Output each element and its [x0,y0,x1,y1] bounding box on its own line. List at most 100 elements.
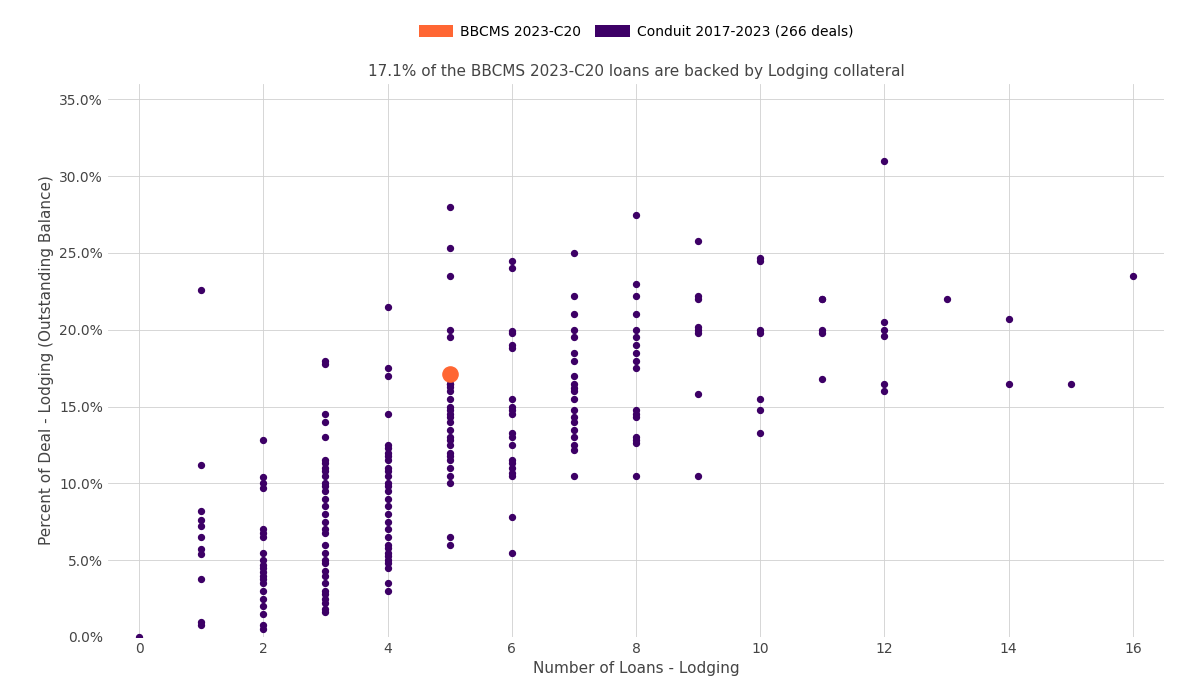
Conduit 2017-2023 (266 deals) [253,524,272,535]
Conduit 2017-2023 (266 deals) [564,424,583,435]
Conduit 2017-2023 (266 deals) [502,393,521,405]
Conduit 2017-2023 (266 deals) [378,539,397,550]
Conduit 2017-2023 (266 deals) [378,508,397,519]
Conduit 2017-2023 (266 deals) [316,355,335,366]
Conduit 2017-2023 (266 deals) [130,631,149,643]
Conduit 2017-2023 (266 deals) [378,478,397,489]
Conduit 2017-2023 (266 deals) [440,531,460,542]
Conduit 2017-2023 (266 deals) [689,321,708,332]
Conduit 2017-2023 (266 deals) [689,235,708,246]
Conduit 2017-2023 (266 deals) [626,363,646,374]
Conduit 2017-2023 (266 deals) [378,493,397,504]
Conduit 2017-2023 (266 deals) [378,409,397,420]
Conduit 2017-2023 (266 deals) [378,463,397,474]
Conduit 2017-2023 (266 deals) [253,554,272,566]
Conduit 2017-2023 (266 deals) [253,435,272,446]
Conduit 2017-2023 (266 deals) [564,393,583,405]
Conduit 2017-2023 (266 deals) [626,332,646,343]
Conduit 2017-2023 (266 deals) [378,550,397,561]
Conduit 2017-2023 (266 deals) [751,324,770,335]
Conduit 2017-2023 (266 deals) [192,284,211,295]
Conduit 2017-2023 (266 deals) [564,247,583,258]
Conduit 2017-2023 (266 deals) [316,593,335,604]
Conduit 2017-2023 (266 deals) [626,209,646,220]
Conduit 2017-2023 (266 deals) [316,527,335,538]
Conduit 2017-2023 (266 deals) [626,438,646,449]
Conduit 2017-2023 (266 deals) [440,381,460,392]
Conduit 2017-2023 (266 deals) [440,378,460,389]
Conduit 2017-2023 (266 deals) [564,347,583,358]
Conduit 2017-2023 (266 deals) [253,624,272,635]
Conduit 2017-2023 (266 deals) [502,455,521,466]
Conduit 2017-2023 (266 deals) [378,440,397,451]
Conduit 2017-2023 (266 deals) [875,386,894,397]
Conduit 2017-2023 (266 deals) [502,327,521,338]
Conduit 2017-2023 (266 deals) [564,432,583,443]
Conduit 2017-2023 (266 deals) [316,500,335,512]
Conduit 2017-2023 (266 deals) [812,373,832,384]
Conduit 2017-2023 (266 deals) [502,427,521,438]
Conduit 2017-2023 (266 deals) [192,531,211,542]
Conduit 2017-2023 (266 deals) [316,432,335,443]
Conduit 2017-2023 (266 deals) [502,512,521,523]
Conduit 2017-2023 (266 deals) [440,478,460,489]
Conduit 2017-2023 (266 deals) [253,482,272,493]
Conduit 2017-2023 (266 deals) [253,472,272,483]
Conduit 2017-2023 (266 deals) [751,393,770,405]
Conduit 2017-2023 (266 deals) [440,416,460,428]
Conduit 2017-2023 (266 deals) [564,404,583,415]
Conduit 2017-2023 (266 deals) [564,309,583,320]
Conduit 2017-2023 (266 deals) [875,330,894,342]
Conduit 2017-2023 (266 deals) [253,573,272,584]
Legend: BBCMS 2023-C20, Conduit 2017-2023 (266 deals): BBCMS 2023-C20, Conduit 2017-2023 (266 d… [413,19,859,44]
Conduit 2017-2023 (266 deals) [502,326,521,337]
Conduit 2017-2023 (266 deals) [378,578,397,589]
Conduit 2017-2023 (266 deals) [316,607,335,618]
Conduit 2017-2023 (266 deals) [626,409,646,420]
BBCMS 2023-C20 [440,369,460,380]
Conduit 2017-2023 (266 deals) [316,566,335,577]
Y-axis label: Percent of Deal - Lodging (Outstanding Balance): Percent of Deal - Lodging (Outstanding B… [38,176,54,545]
Conduit 2017-2023 (266 deals) [253,619,272,630]
Conduit 2017-2023 (266 deals) [626,412,646,423]
Conduit 2017-2023 (266 deals) [1000,378,1019,389]
Conduit 2017-2023 (266 deals) [502,458,521,469]
Conduit 2017-2023 (266 deals) [253,562,272,573]
Conduit 2017-2023 (266 deals) [937,293,956,304]
Conduit 2017-2023 (266 deals) [1061,378,1080,389]
Conduit 2017-2023 (266 deals) [316,508,335,519]
Conduit 2017-2023 (266 deals) [1123,270,1142,281]
Conduit 2017-2023 (266 deals) [378,301,397,312]
Conduit 2017-2023 (266 deals) [316,455,335,466]
Conduit 2017-2023 (266 deals) [564,355,583,366]
Conduit 2017-2023 (266 deals) [502,467,521,478]
Conduit 2017-2023 (266 deals) [751,252,770,263]
Conduit 2017-2023 (266 deals) [502,470,521,482]
Conduit 2017-2023 (266 deals) [626,355,646,366]
Conduit 2017-2023 (266 deals) [626,324,646,335]
Conduit 2017-2023 (266 deals) [440,440,460,451]
Conduit 2017-2023 (266 deals) [502,409,521,420]
Conduit 2017-2023 (266 deals) [378,470,397,482]
Conduit 2017-2023 (266 deals) [626,347,646,358]
Conduit 2017-2023 (266 deals) [626,470,646,482]
Conduit 2017-2023 (266 deals) [626,435,646,446]
Conduit 2017-2023 (266 deals) [378,562,397,573]
Conduit 2017-2023 (266 deals) [378,370,397,382]
Conduit 2017-2023 (266 deals) [440,450,460,461]
Conduit 2017-2023 (266 deals) [626,432,646,443]
Conduit 2017-2023 (266 deals) [316,478,335,489]
Conduit 2017-2023 (266 deals) [316,585,335,596]
Conduit 2017-2023 (266 deals) [440,463,460,474]
Conduit 2017-2023 (266 deals) [316,463,335,474]
Conduit 2017-2023 (266 deals) [564,470,583,482]
Conduit 2017-2023 (266 deals) [502,262,521,274]
Conduit 2017-2023 (266 deals) [378,542,397,554]
Conduit 2017-2023 (266 deals) [626,340,646,351]
Conduit 2017-2023 (266 deals) [316,458,335,469]
Conduit 2017-2023 (266 deals) [316,554,335,566]
Conduit 2017-2023 (266 deals) [440,447,460,458]
Conduit 2017-2023 (266 deals) [502,404,521,415]
Conduit 2017-2023 (266 deals) [440,432,460,443]
Conduit 2017-2023 (266 deals) [378,455,397,466]
